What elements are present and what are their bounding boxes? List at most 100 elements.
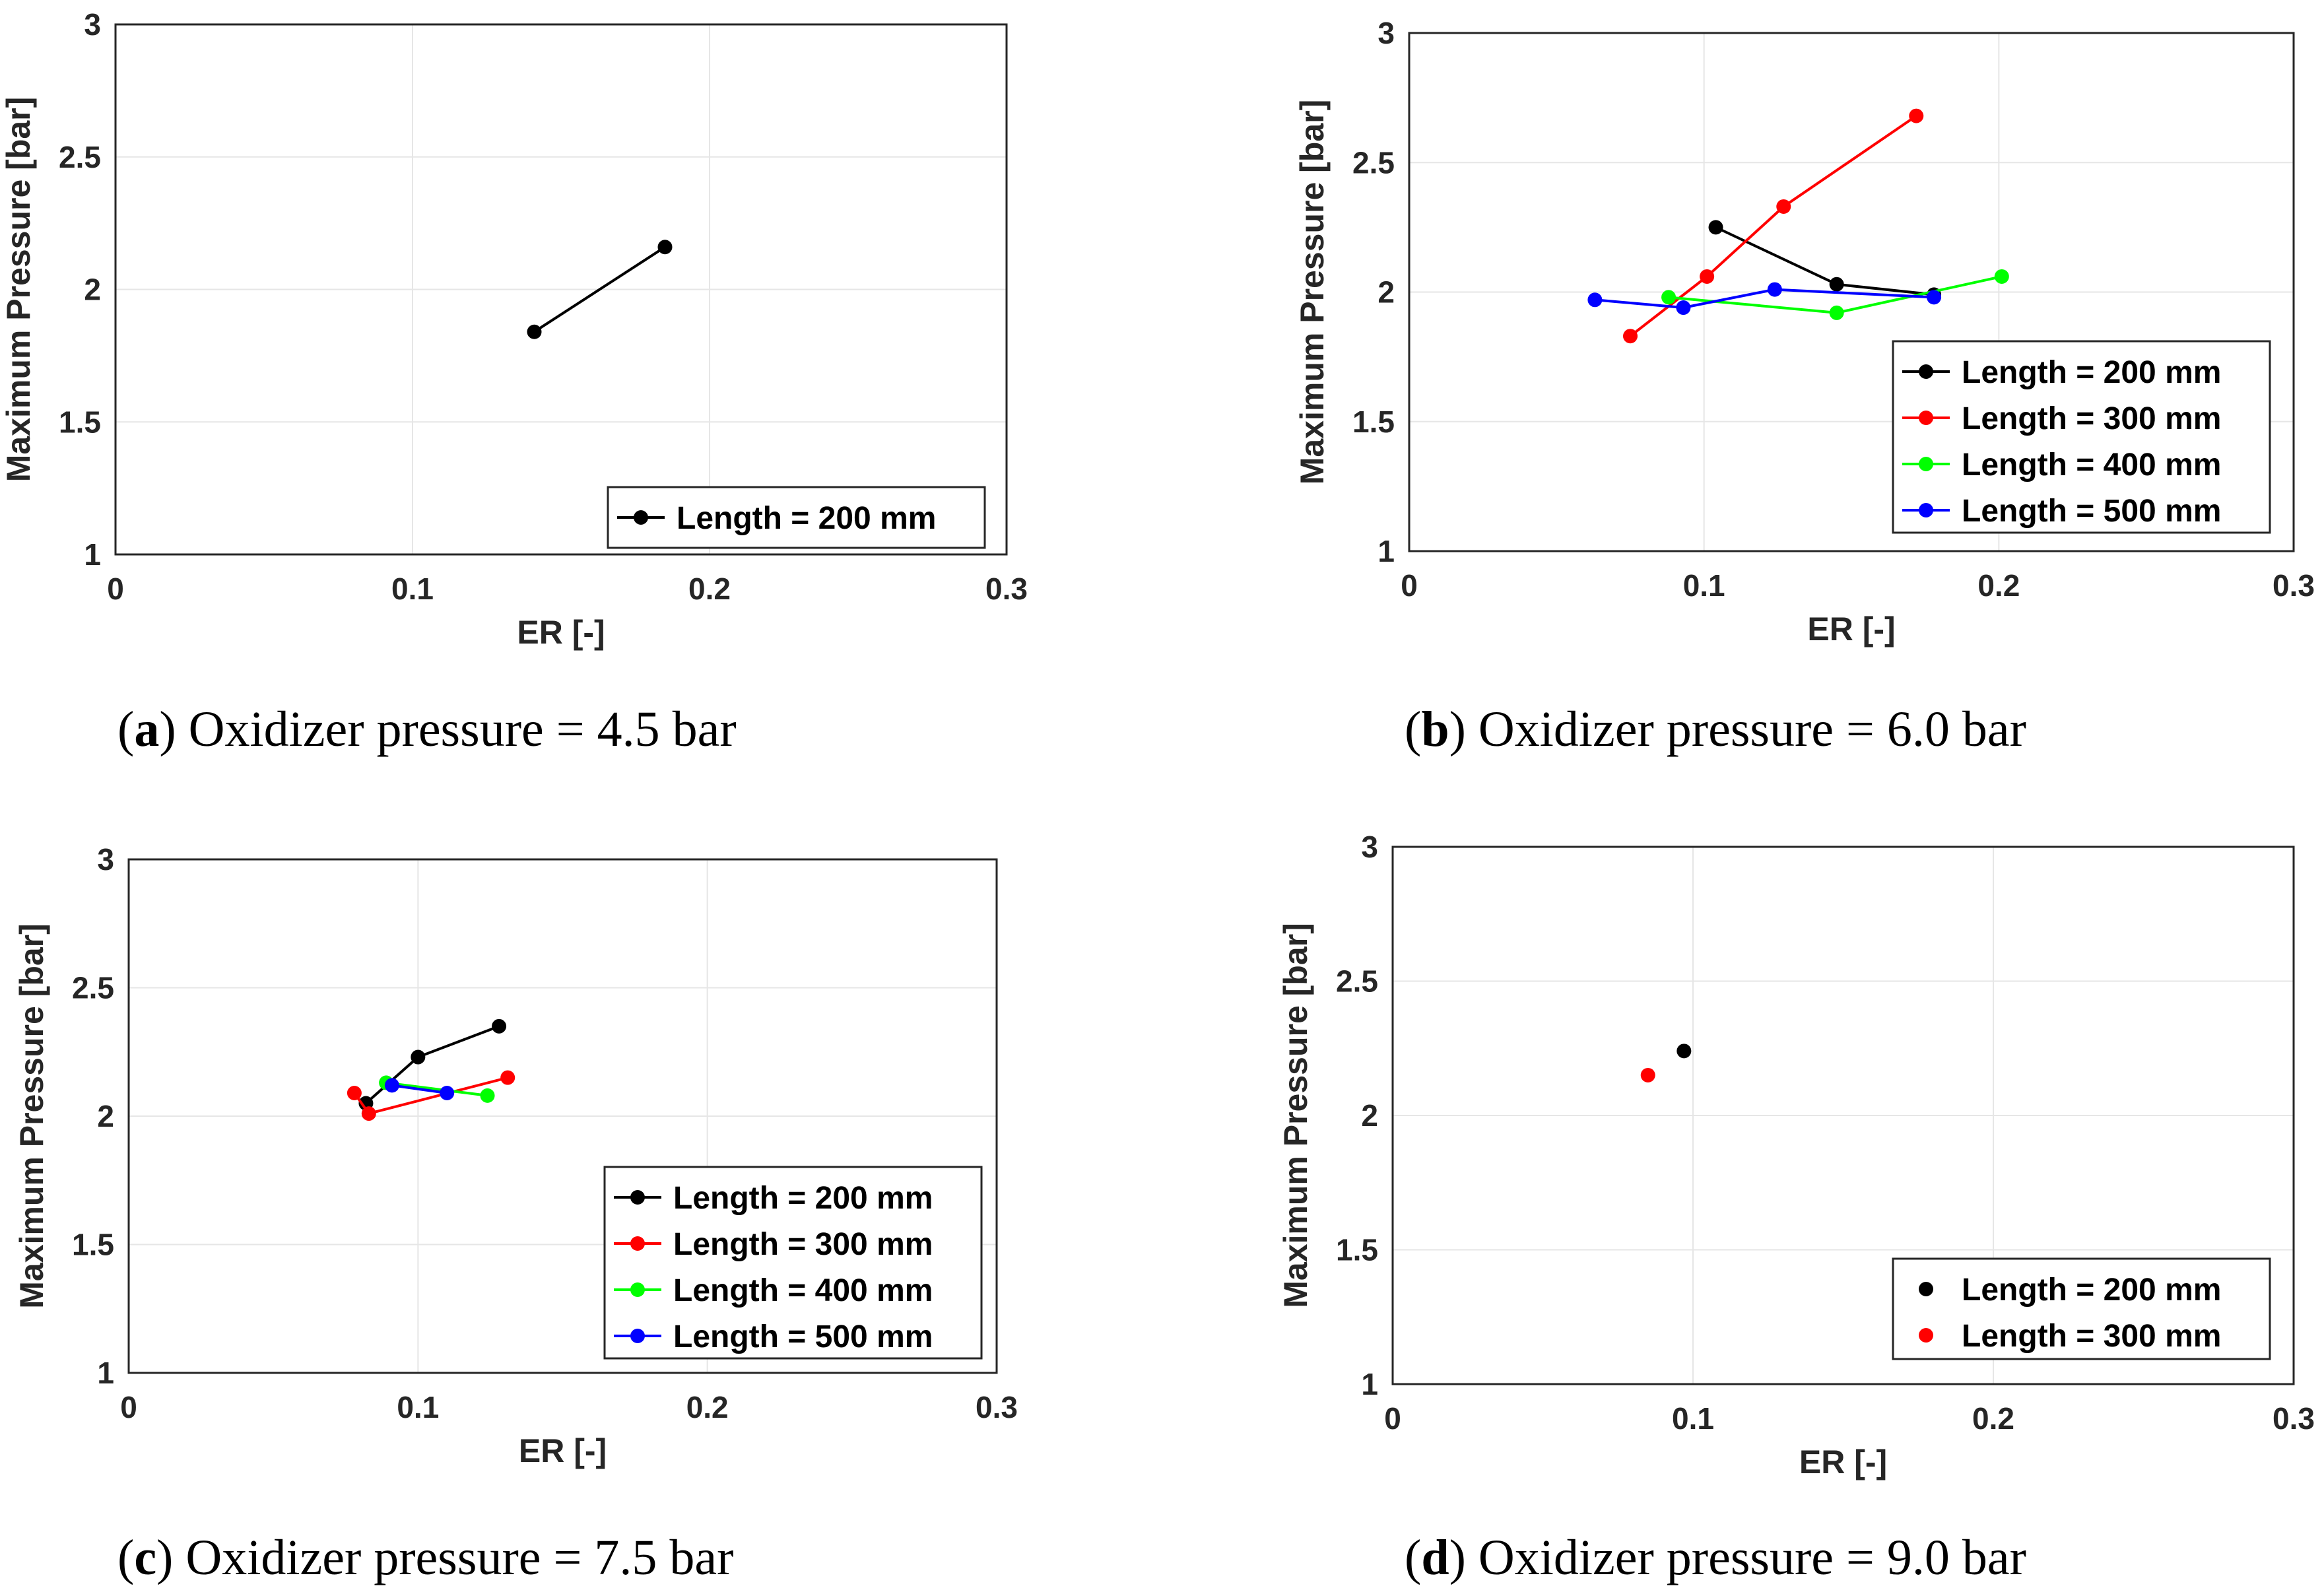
caption-paren: ( [117, 1530, 134, 1585]
data-point [1677, 1044, 1692, 1059]
series-line [1595, 288, 1935, 310]
legend-marker [1919, 1328, 1933, 1343]
data-point [492, 1018, 507, 1034]
caption-paren: ( [117, 702, 134, 757]
y-tick-label: 2.5 [59, 140, 101, 174]
legend-box [607, 486, 986, 549]
y-tick-label: 2 [1361, 1098, 1378, 1133]
legend-entry: Length = 400 mm [673, 1273, 933, 1308]
data-point [347, 1085, 362, 1100]
panel-caption: (d) Oxidizer pressure = 9.0 bar [1405, 1530, 2026, 1585]
x-tick-label: 0.3 [2273, 568, 2315, 603]
legend-box [1892, 340, 2271, 534]
axes-frame [1408, 32, 2295, 552]
data-point [1829, 305, 1844, 320]
legend-entry: Length = 200 mm [677, 501, 936, 536]
caption-paren: ) [156, 1530, 185, 1585]
data-point [1661, 290, 1677, 305]
y-tick-label: 2 [1378, 275, 1395, 310]
legend-entry: Length = 200 mm [1962, 355, 2221, 390]
legend: Length = 200 mm Length = 300 mm Length = 4… [603, 1166, 983, 1360]
data-point [1640, 1067, 1655, 1082]
legend-box [1892, 1257, 2271, 1360]
legend: Length = 200 mm Length = 300 mm [1892, 1257, 2271, 1360]
data-point [1623, 329, 1638, 344]
data-point [1708, 220, 1723, 235]
legend-entry: Length = 300 mm [1962, 401, 2221, 436]
x-tick-label: 0.3 [2273, 1401, 2315, 1436]
legend-entry: Length = 300 mm [673, 1227, 933, 1262]
y-tick-label: 1.5 [72, 1228, 114, 1262]
axes-frame [114, 23, 1008, 556]
caption-text: Oxidizer pressure = 4.5 bar [189, 702, 737, 757]
x-tick-label: 0.1 [1672, 1401, 1714, 1436]
y-tick-label: 3 [1361, 830, 1378, 864]
data-point [1587, 292, 1603, 308]
panel-caption: (c) Oxidizer pressure = 7.5 bar [117, 1530, 733, 1585]
x-tick-label: 0.3 [985, 572, 1028, 606]
legend-marker [630, 1236, 645, 1251]
x-tick-label: 0.2 [1972, 1401, 2014, 1436]
data-point [411, 1049, 426, 1065]
series-2 [347, 1070, 515, 1121]
legend-entry: Length = 500 mm [673, 1319, 933, 1354]
data-point [480, 1088, 495, 1103]
x-axis-label: ER [-] [517, 614, 605, 651]
y-axis-label: Maximum Pressure [bar] [1277, 923, 1314, 1308]
data-point [657, 240, 673, 255]
legend-marker [634, 510, 648, 525]
data-point [1767, 282, 1782, 297]
x-tick-label: 0 [1384, 1401, 1401, 1436]
caption-text: Oxidizer pressure = 6.0 bar [1478, 702, 2026, 757]
legend-marker [1919, 411, 1933, 425]
series-line [533, 246, 666, 333]
series-1 [1677, 1044, 1692, 1059]
data-point [1776, 199, 1791, 214]
x-tick-label: 0 [1401, 568, 1418, 603]
y-tick-label: 2.5 [1352, 145, 1395, 180]
data-point [361, 1106, 376, 1121]
series-2 [1640, 1067, 1655, 1082]
caption-letter: c [134, 1530, 156, 1585]
chart-panel-b: 0 0.1 0.2 0.3 1 1.5 2 2.5 3 ER [-] Maximum Pressur… [1294, 16, 2315, 757]
caption-paren: ) [1449, 1530, 1478, 1585]
data-point [1994, 269, 2009, 284]
x-tick-label: 0.2 [688, 572, 731, 606]
data-point [440, 1085, 455, 1100]
caption-paren: ) [1449, 702, 1478, 757]
y-axis-label: Maximum Pressure [bar] [13, 923, 50, 1309]
caption-letter: d [1421, 1530, 1449, 1585]
y-axis-label: Maximum Pressure [bar] [1294, 100, 1331, 485]
legend-entry: Length = 400 mm [1962, 448, 2221, 482]
caption-paren: ( [1405, 1530, 1421, 1585]
y-axis-label: Maximum Pressure [bar] [0, 97, 37, 482]
y-tick-label: 1.5 [59, 405, 101, 439]
axes-frame [1391, 846, 2295, 1385]
y-tick-label: 2.5 [72, 971, 114, 1005]
data-point [500, 1070, 515, 1085]
chart-panel-a: 0 0.1 0.2 0.3 1 1.5 2 2.5 3 ER [-] Maximum Pressur… [0, 7, 1028, 757]
series-line [385, 1081, 488, 1097]
x-tick-label: 0.1 [397, 1390, 439, 1424]
data-point [1909, 108, 1924, 123]
legend-marker [1919, 503, 1933, 517]
legend-marker [1919, 364, 1933, 379]
caption-text: Oxidizer pressure = 7.5 bar [185, 1530, 733, 1585]
legend: Length = 200 mm Length = 300 mm Length = 4… [1892, 340, 2271, 534]
x-tick-label: 0.2 [1977, 568, 2020, 603]
panel-caption: (a) Oxidizer pressure = 4.5 bar [117, 702, 737, 757]
series-3 [1661, 269, 2009, 320]
y-tick-label: 1.5 [1336, 1233, 1378, 1267]
y-tick-label: 2 [84, 273, 101, 307]
caption-paren: ( [1405, 702, 1421, 757]
panel-caption: (b) Oxidizer pressure = 6.0 bar [1405, 702, 2026, 757]
chart-panel-c: 0 0.1 0.2 0.3 1 1.5 2 2.5 3 ER [-] Maximum Pressur… [13, 842, 1018, 1585]
x-axis-label: ER [-] [1799, 1444, 1887, 1480]
data-point [384, 1078, 399, 1093]
x-tick-label: 0 [120, 1390, 137, 1424]
caption-letter: a [134, 702, 159, 757]
x-tick-label: 0 [107, 572, 124, 606]
legend-marker [630, 1190, 645, 1205]
x-tick-label: 0.1 [1683, 568, 1725, 603]
